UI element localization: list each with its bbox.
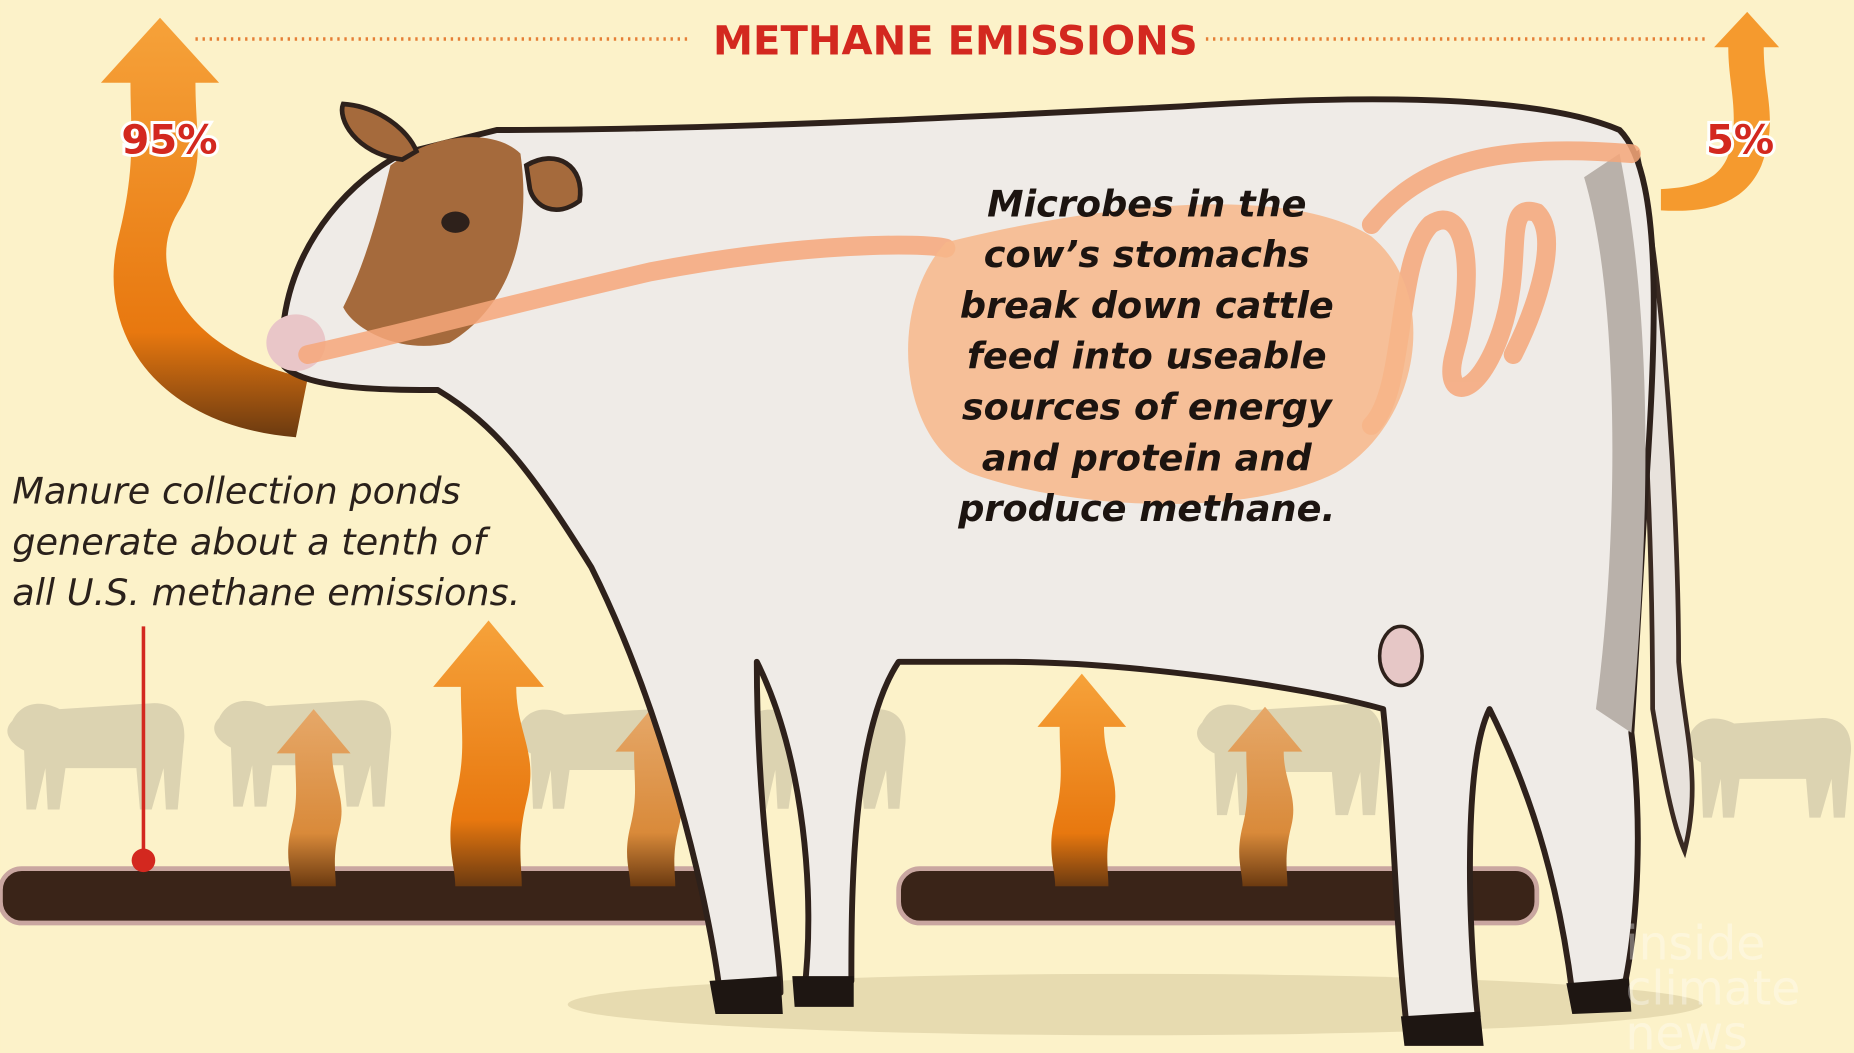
stomach-callout: Microbes in the cow’s stomachs break down … xyxy=(957,182,1335,530)
manure-text-line: Manure collection ponds xyxy=(12,469,460,512)
rear-percent: 5% xyxy=(1706,118,1774,164)
stomach-text-line: produce methane. xyxy=(957,487,1335,530)
stomach-text-line: break down cattle xyxy=(960,284,1334,327)
cow-ear xyxy=(526,159,580,210)
stomach-text-line: Microbes in the xyxy=(987,182,1306,225)
stomach-text-line: feed into useable xyxy=(967,335,1327,378)
cow-udder xyxy=(1380,626,1423,685)
callout-dot xyxy=(132,849,156,873)
watermark-line: news xyxy=(1625,1006,1747,1053)
stomach-text-line: sources of energy xyxy=(962,386,1334,429)
page: {"header": {"title": "METHANE EMISSIONS"… xyxy=(0,0,1854,1053)
title: METHANE EMISSIONS xyxy=(713,18,1198,64)
cow-eye xyxy=(441,212,469,233)
manure-text-line: generate about a tenth of xyxy=(12,520,491,563)
stomach-text-line: and protein and xyxy=(982,436,1313,479)
manure-callout: Manure collection ponds generate about a … xyxy=(12,469,520,614)
manure-pond xyxy=(0,869,727,923)
stomach-text-line: cow’s stomachs xyxy=(984,233,1310,276)
infographic: METHANE EMISSIONS 95% 5% Microbes in the… xyxy=(0,0,1854,1053)
cow-nose xyxy=(266,314,325,371)
front-percent: 95% xyxy=(121,118,217,164)
manure-text-line: all U.S. methane emissions. xyxy=(12,571,520,614)
